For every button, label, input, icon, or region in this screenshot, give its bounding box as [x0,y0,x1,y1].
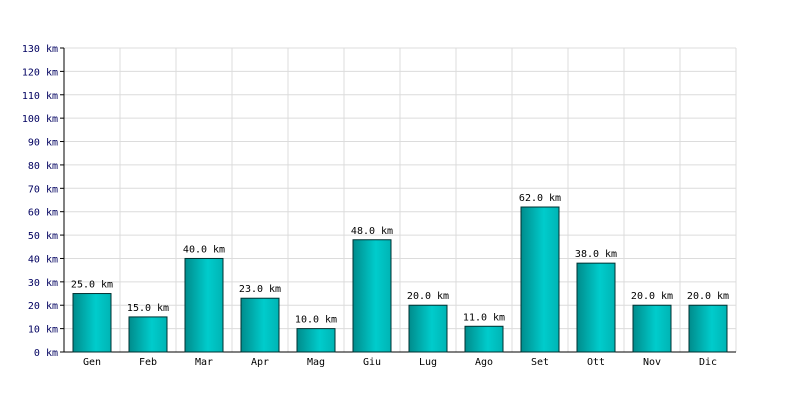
bar [408,304,448,353]
value-label: 11.0 km [463,312,505,323]
y-tick-label: 0 km [34,348,58,359]
x-tick-label: Gen [83,357,101,368]
y-tick-label: 100 km [22,114,58,125]
y-tick-label: 20 km [28,301,58,312]
value-label: 38.0 km [575,249,617,260]
bar [632,304,672,353]
bar [576,262,616,353]
bar [296,328,336,353]
value-label: 20.0 km [687,291,729,302]
x-tick-label: Giu [363,357,381,368]
value-label: 23.0 km [239,284,281,295]
x-tick-label: Apr [251,357,269,368]
x-tick-label: Lug [419,357,437,368]
value-label: 20.0 km [631,291,673,302]
value-label: 10.0 km [295,315,337,326]
y-tick-label: 10 km [28,325,58,336]
bar [464,325,504,353]
value-label: 15.0 km [127,303,169,314]
y-tick-label: 40 km [28,254,58,265]
y-tick-label: 80 km [28,161,58,172]
x-tick-label: Ott [587,357,605,368]
bar [128,316,168,353]
value-label: 25.0 km [71,280,113,291]
y-tick-label: 30 km [28,278,58,289]
x-tick-label: Nov [643,357,661,368]
value-label: 62.0 km [519,193,561,204]
y-tick-label: 50 km [28,231,58,242]
x-tick-label: Mag [307,357,325,368]
bar [72,293,112,353]
y-tick-label: 70 km [28,184,58,195]
bar [240,297,280,353]
x-tick-label: Ago [475,357,493,368]
y-tick-label: 60 km [28,208,58,219]
bar [352,239,392,353]
value-label: 20.0 km [407,291,449,302]
x-tick-label: Set [531,357,549,368]
bar [184,257,224,353]
value-label: 48.0 km [351,226,393,237]
bar [688,304,728,353]
y-tick-label: 130 km [22,44,58,55]
y-tick-label: 120 km [22,67,58,78]
x-tick-label: Feb [139,357,157,368]
bar [520,206,560,353]
y-tick-label: 110 km [22,91,58,102]
value-label: 40.0 km [183,244,225,255]
x-tick-label: Dic [699,357,717,368]
y-tick-label: 90 km [28,138,58,149]
x-tick-label: Mar [195,357,213,368]
